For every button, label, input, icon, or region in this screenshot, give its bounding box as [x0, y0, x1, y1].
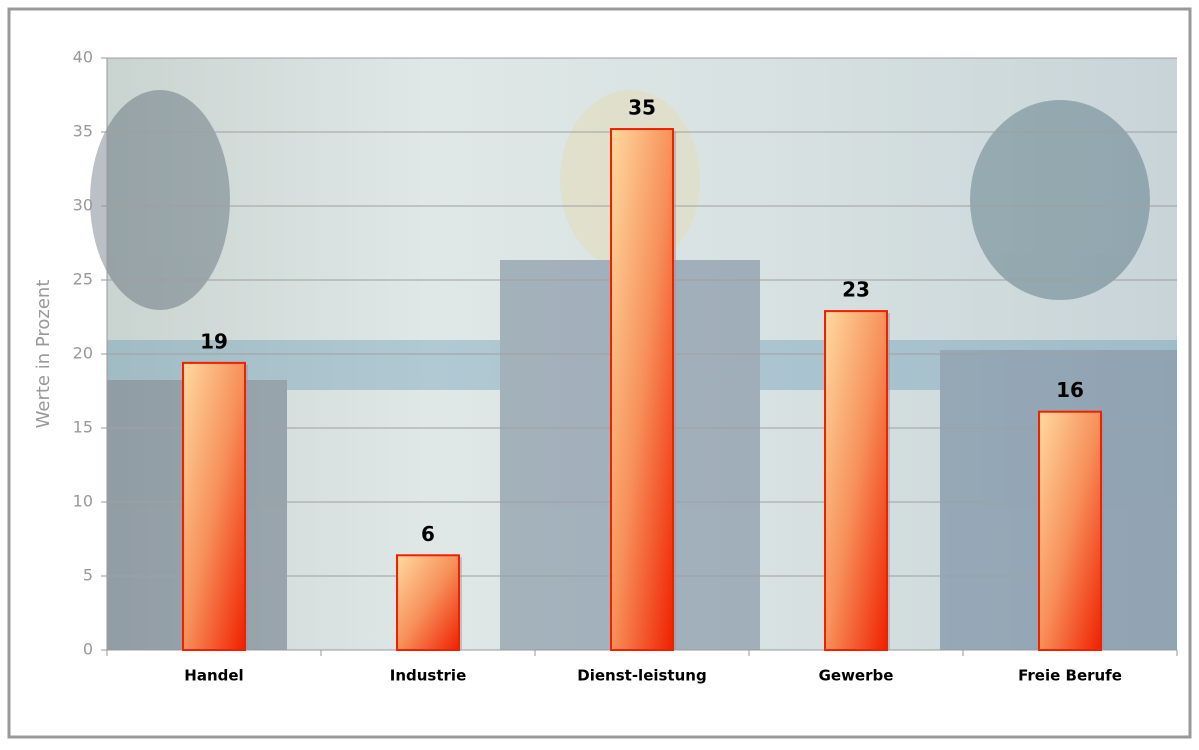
bar: [396, 554, 460, 652]
value-label: 6: [421, 522, 435, 546]
x-tick-label: Industrie: [390, 667, 467, 685]
y-tick-label: 40: [73, 48, 93, 67]
y-tick-label: 0: [83, 640, 93, 659]
value-label: 35: [628, 96, 656, 120]
value-label: 19: [200, 329, 228, 353]
y-axis-label: Werte in Prozent: [33, 280, 54, 429]
value-label: 23: [842, 278, 870, 302]
x-tick-label: Gewerbe: [819, 667, 894, 685]
bar: [824, 310, 888, 651]
y-tick-label: 15: [73, 418, 93, 437]
x-tick-label: Handel: [184, 667, 243, 685]
x-tick-label: Dienst-leistung: [577, 667, 706, 685]
y-tick-label: 5: [83, 566, 93, 585]
x-tick-label: Freie Berufe: [1018, 667, 1122, 685]
y-tick-label: 20: [73, 344, 93, 363]
y-tick-label: 30: [73, 196, 93, 215]
y-tick-label: 25: [73, 270, 93, 289]
bar: [610, 128, 674, 652]
y-tick-label: 10: [73, 492, 93, 511]
bar: [1038, 410, 1102, 651]
value-label: 16: [1056, 378, 1084, 402]
bar: [182, 361, 246, 651]
y-tick-label: 35: [73, 122, 93, 141]
